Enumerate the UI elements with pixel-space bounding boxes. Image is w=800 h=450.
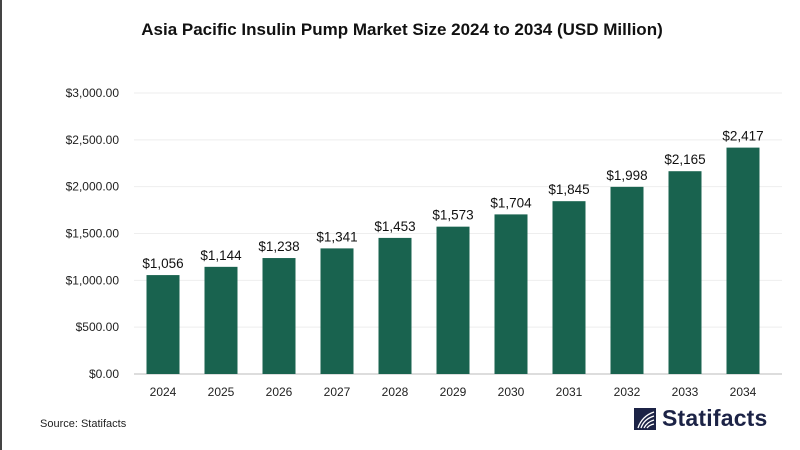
bar <box>320 248 354 374</box>
data-label: $1,573 <box>432 208 473 223</box>
bar <box>726 147 760 374</box>
x-tick-label: 2033 <box>672 385 699 399</box>
bar <box>262 258 296 374</box>
x-tick-label: 2028 <box>382 385 409 399</box>
bar <box>552 201 586 374</box>
chart-title: Asia Pacific Insulin Pump Market Size 20… <box>141 20 663 39</box>
bar <box>610 186 644 374</box>
y-tick-label: $1,000.00 <box>66 273 120 287</box>
x-tick-label: 2030 <box>498 385 525 399</box>
data-label: $1,238 <box>258 239 299 254</box>
source-note: Source: Statifacts <box>40 418 127 430</box>
x-tick-label: 2034 <box>730 385 757 399</box>
y-tick-label: $1,500.00 <box>66 227 120 241</box>
data-label: $1,144 <box>200 248 242 263</box>
y-tick-label: $0.00 <box>89 367 119 381</box>
y-tick-label: $500.00 <box>76 320 120 334</box>
x-tick-label: 2026 <box>266 385 293 399</box>
data-label: $2,417 <box>722 129 763 144</box>
bar <box>146 275 180 374</box>
data-label: $1,056 <box>142 256 183 271</box>
y-tick-label: $2,000.00 <box>66 180 120 194</box>
y-tick-label: $3,000.00 <box>66 86 120 100</box>
data-label: $1,341 <box>316 229 357 244</box>
data-label: $1,845 <box>548 182 589 197</box>
x-tick-label: 2027 <box>324 385 351 399</box>
x-tick-label: 2024 <box>150 385 177 399</box>
y-tick-label: $2,500.00 <box>66 133 120 147</box>
statifacts-logo-icon <box>634 407 656 430</box>
logo-text: Statifacts <box>662 405 768 431</box>
bar <box>204 266 238 374</box>
statifacts-logo: Statifacts <box>634 405 768 432</box>
data-label: $1,453 <box>374 219 415 234</box>
bar <box>436 226 470 374</box>
x-tick-label: 2032 <box>614 385 641 399</box>
x-tick-label: 2029 <box>440 385 467 399</box>
x-tick-label: 2031 <box>556 385 583 399</box>
data-label: $1,704 <box>490 195 532 210</box>
bar <box>668 171 702 374</box>
bar <box>378 237 412 374</box>
x-tick-label: 2025 <box>208 385 235 399</box>
bar <box>494 214 528 374</box>
data-label: $2,165 <box>664 152 705 167</box>
data-label: $1,998 <box>606 168 647 183</box>
